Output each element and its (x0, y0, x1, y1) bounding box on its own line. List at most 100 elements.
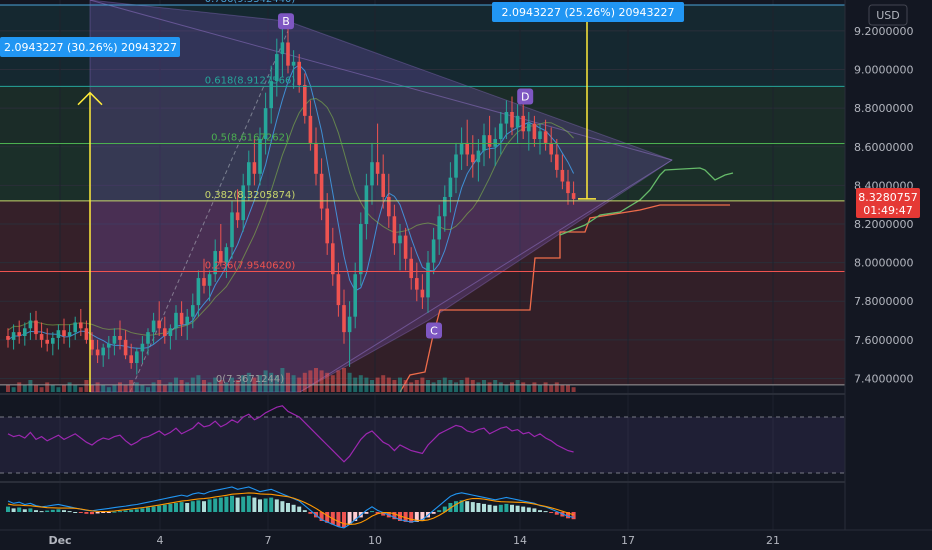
candle[interactable] (431, 227, 436, 275)
candle[interactable] (247, 150, 251, 201)
candlesticks[interactable] (6, 27, 576, 375)
candle[interactable] (179, 301, 184, 336)
pattern-point-d[interactable]: D (517, 88, 534, 105)
candle[interactable] (185, 308, 189, 340)
time-axis[interactable] (0, 530, 932, 550)
candle[interactable] (163, 316, 167, 344)
candle[interactable] (95, 339, 100, 364)
candle[interactable] (174, 305, 178, 340)
candle[interactable] (443, 185, 447, 232)
candle[interactable] (454, 142, 458, 194)
candle[interactable] (342, 289, 346, 344)
candle[interactable] (84, 320, 89, 344)
candle[interactable] (560, 154, 565, 190)
candle[interactable] (347, 301, 352, 367)
candle[interactable] (392, 204, 397, 255)
candle[interactable] (146, 328, 150, 356)
candle[interactable] (353, 262, 357, 329)
price-axis[interactable] (845, 0, 932, 530)
candle[interactable] (566, 169, 570, 205)
candle[interactable] (140, 336, 145, 364)
candle[interactable] (314, 127, 318, 186)
candle[interactable] (191, 293, 195, 329)
candle[interactable] (459, 127, 464, 170)
candle[interactable] (398, 224, 402, 271)
candle[interactable] (543, 119, 548, 151)
candle[interactable] (426, 251, 430, 313)
candle[interactable] (224, 243, 229, 279)
candle[interactable] (196, 270, 201, 317)
candle[interactable] (17, 320, 21, 344)
candle[interactable] (67, 324, 72, 348)
candle[interactable] (415, 262, 419, 302)
candle[interactable] (364, 173, 369, 240)
candle[interactable] (263, 92, 268, 155)
candle[interactable] (73, 316, 77, 340)
candle[interactable] (90, 332, 94, 356)
candle[interactable] (280, 27, 285, 78)
candle[interactable] (437, 204, 441, 255)
candle[interactable] (6, 328, 10, 348)
candle[interactable] (493, 127, 497, 167)
candle[interactable] (269, 65, 273, 124)
candle[interactable] (79, 308, 83, 336)
candle[interactable] (258, 127, 262, 186)
candle[interactable] (157, 301, 161, 336)
candle[interactable] (487, 115, 492, 159)
candle[interactable] (375, 123, 380, 186)
candle[interactable] (499, 112, 503, 155)
candle[interactable] (482, 123, 486, 167)
candle[interactable] (359, 212, 363, 286)
candle[interactable] (331, 227, 335, 286)
candle[interactable] (28, 312, 33, 340)
candle[interactable] (325, 193, 329, 255)
candle[interactable] (207, 270, 212, 302)
candle[interactable] (286, 27, 290, 74)
candle[interactable] (549, 127, 553, 163)
candle[interactable] (39, 322, 44, 348)
candle[interactable] (532, 115, 537, 147)
candle[interactable] (510, 96, 514, 136)
candle[interactable] (308, 100, 313, 151)
candle[interactable] (252, 139, 257, 186)
candle[interactable] (476, 139, 481, 182)
candle[interactable] (23, 322, 27, 346)
currency-button[interactable] (868, 4, 908, 26)
candle[interactable] (34, 310, 38, 340)
candle[interactable] (235, 189, 240, 228)
candle[interactable] (118, 320, 122, 350)
candle[interactable] (448, 162, 453, 213)
candle[interactable] (101, 343, 105, 367)
candle[interactable] (527, 112, 531, 151)
candle[interactable] (370, 142, 374, 205)
pattern-points[interactable]: B C D (278, 13, 534, 339)
candle[interactable] (303, 73, 307, 124)
fib-retracement[interactable]: 0.786(9.3342440) 0.618(8.9127566) 0.5(8.61… (0, 0, 845, 386)
candle[interactable] (129, 343, 133, 369)
candle[interactable] (471, 135, 475, 178)
candle[interactable] (409, 247, 413, 290)
candle[interactable] (62, 318, 66, 344)
candle[interactable] (403, 227, 408, 271)
candle[interactable] (521, 100, 525, 140)
candle[interactable] (230, 200, 234, 259)
candle[interactable] (381, 154, 385, 209)
candle[interactable] (151, 312, 156, 344)
candle[interactable] (56, 324, 61, 350)
candle[interactable] (241, 173, 245, 232)
candle[interactable] (291, 50, 296, 89)
candle[interactable] (275, 38, 279, 97)
candle[interactable] (135, 347, 139, 375)
pattern-point-c[interactable]: C (426, 322, 442, 339)
candle[interactable] (45, 328, 49, 352)
candle[interactable] (515, 104, 520, 143)
candle[interactable] (538, 123, 542, 155)
candle[interactable] (123, 330, 128, 360)
candle[interactable] (319, 158, 324, 221)
candle[interactable] (219, 224, 223, 267)
candle[interactable] (213, 239, 217, 282)
candle[interactable] (11, 324, 16, 350)
candle[interactable] (420, 274, 425, 309)
candle[interactable] (555, 139, 559, 178)
